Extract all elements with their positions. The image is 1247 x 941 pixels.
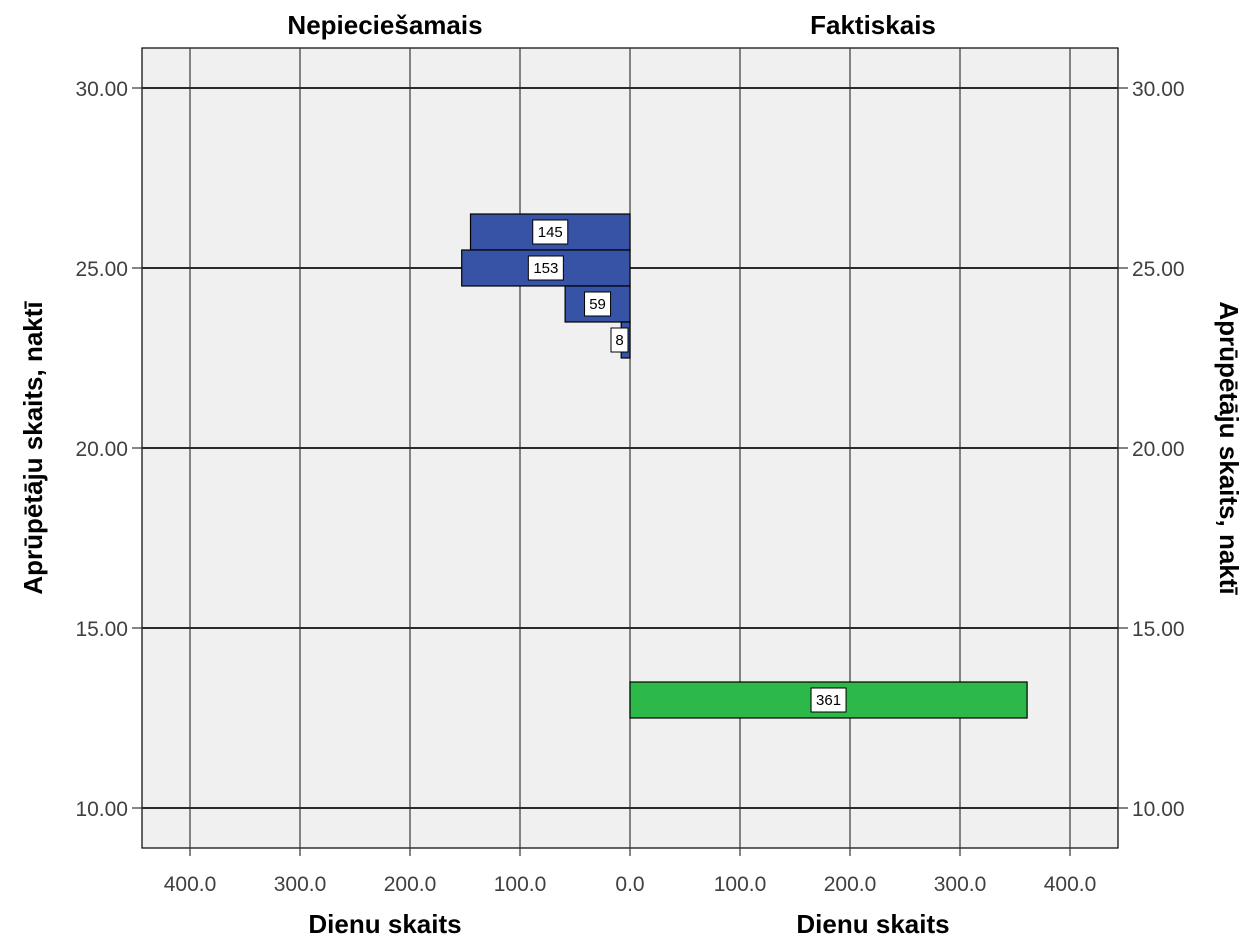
panel-title-right: Faktiskais <box>810 10 936 40</box>
y-tick-label-left-4: 30.00 <box>75 78 128 101</box>
x-tick-label-4-0: 400.0 <box>164 873 217 896</box>
x-tick-label-3-1: 300.0 <box>934 873 987 896</box>
y-tick-label-right-1: 15.00 <box>1132 618 1185 641</box>
x-tick-label-0-0: 0.0 <box>615 873 644 896</box>
bar-label-box-left-0 <box>532 219 569 245</box>
x-tick-label-4-1: 400.0 <box>1044 873 1097 896</box>
x-tick-label-2-1: 200.0 <box>824 873 877 896</box>
x-tick-label-2-0: 200.0 <box>384 873 437 896</box>
x-axis-title-right: Dienu skaits <box>796 909 949 939</box>
bar-label-box-left-1 <box>527 255 564 281</box>
panel-title-left: Nepieciešamais <box>287 10 482 40</box>
y-tick-label-right-2: 20.00 <box>1132 438 1185 461</box>
bar-label-left-3: 8 <box>615 332 623 349</box>
bar-label-left-2: 59 <box>589 296 606 313</box>
x-tick-label-1-1: 100.0 <box>714 873 767 896</box>
x-tick-label-3-0: 300.0 <box>274 873 327 896</box>
y-tick-label-right-3: 25.00 <box>1132 258 1185 281</box>
y-tick-label-left-2: 20.00 <box>75 438 128 461</box>
bar-label-box-right-0 <box>810 687 847 713</box>
bar-label-left-0: 145 <box>538 224 563 241</box>
y-tick-label-left-3: 25.00 <box>75 258 128 281</box>
y-tick-label-left-1: 15.00 <box>75 618 128 641</box>
x-tick-label-1-0: 100.0 <box>494 873 547 896</box>
x-axis-title-left: Dienu skaits <box>308 909 461 939</box>
y-axis-title-left: Aprūpētāju skaits, naktī <box>18 301 48 595</box>
bar-label-left-1: 153 <box>533 260 558 277</box>
y-tick-label-right-4: 30.00 <box>1132 78 1185 101</box>
bar-label-right-0: 361 <box>816 692 841 709</box>
y-tick-label-left-0: 10.00 <box>75 798 128 821</box>
y-axis-title-right: Aprūpētāju skaits, naktī <box>1214 301 1244 595</box>
y-tick-label-right-0: 10.00 <box>1132 798 1185 821</box>
bar-label-box-left-2 <box>584 291 612 317</box>
bar-label-box-left-3 <box>610 327 629 353</box>
